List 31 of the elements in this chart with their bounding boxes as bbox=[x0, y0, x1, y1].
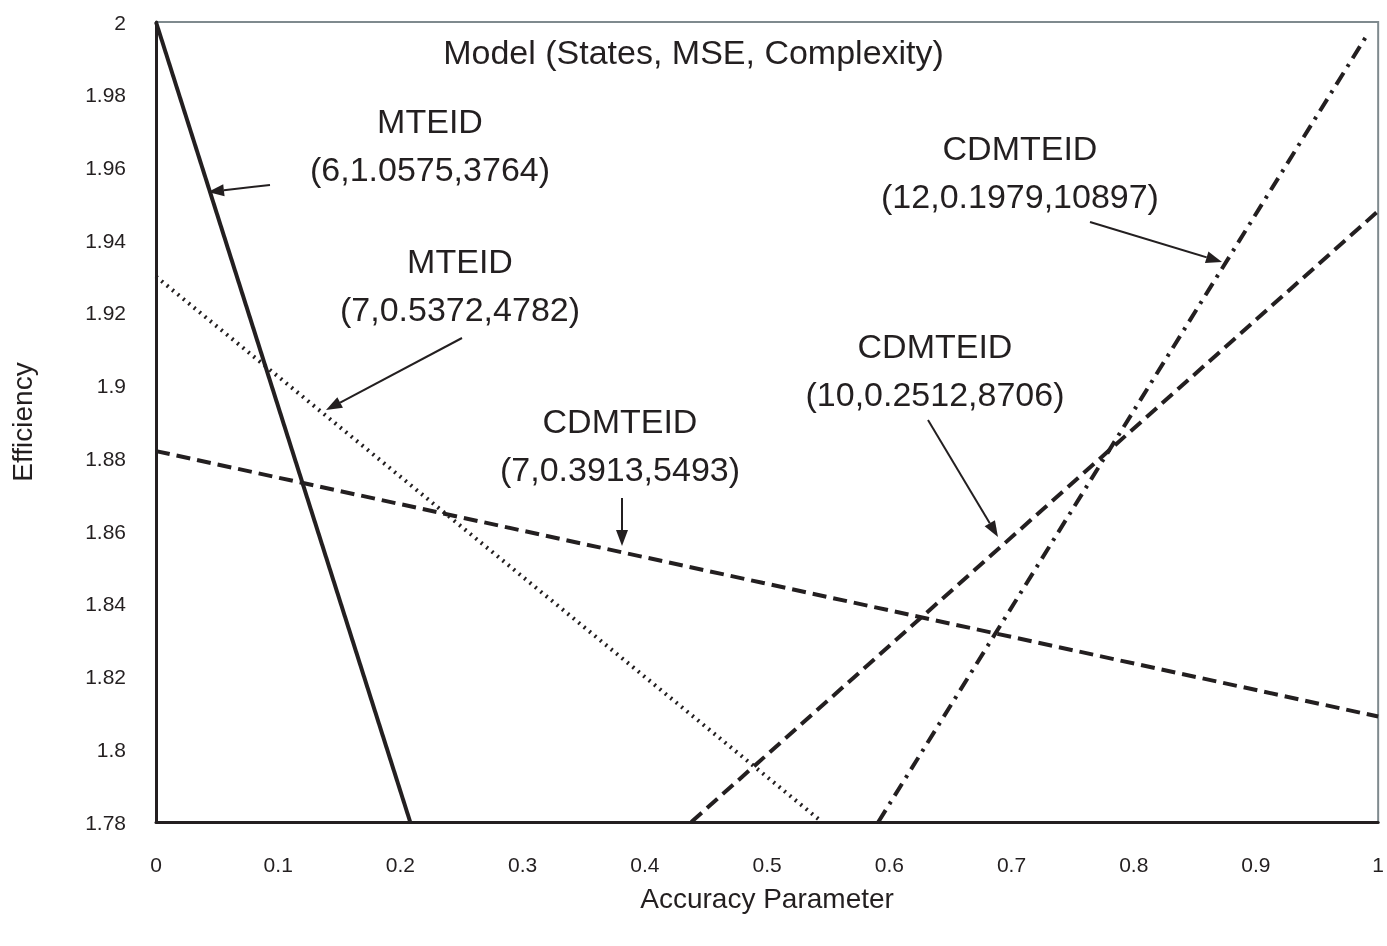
x-tick-label: 0.3 bbox=[508, 853, 538, 876]
x-tick-label: 0 bbox=[150, 853, 162, 876]
x-axis-title: Accuracy Parameter bbox=[640, 882, 894, 914]
x-tick-label: 0.4 bbox=[630, 853, 660, 876]
x-tick-label: 0.5 bbox=[752, 853, 782, 876]
y-tick-label: 1.8 bbox=[96, 737, 126, 761]
annotation: CDMTEID (10,0.2512,8706) bbox=[805, 327, 1065, 413]
x-tick-label: 1 bbox=[1372, 853, 1384, 876]
annotation: CDMTEID (12,0.1979,10897) bbox=[881, 129, 1159, 215]
y-axis-title: Efficiency bbox=[6, 362, 38, 482]
y-tick-label: 1.96 bbox=[85, 155, 126, 179]
x-tick-label: 0.7 bbox=[996, 853, 1027, 876]
y-tick-label: 1.98 bbox=[85, 83, 126, 107]
annotation: CDMTEID (7,0.3913,5493) bbox=[499, 402, 741, 488]
x-tick-label: 0.1 bbox=[263, 853, 293, 876]
y-tick-label: 1.82 bbox=[85, 665, 126, 689]
y-tick-label: 1.78 bbox=[85, 810, 126, 834]
annotation: MTEID (6,1.0575,3764) bbox=[309, 102, 551, 188]
annotation: MTEID (7,0.5372,4782) bbox=[339, 242, 581, 328]
x-tick-label: 0.2 bbox=[385, 853, 416, 876]
x-tick-label: 0.6 bbox=[874, 853, 904, 876]
y-tick-label: 2 bbox=[114, 10, 126, 34]
y-tick-label: 1.94 bbox=[85, 228, 127, 252]
x-tick-label: 0.9 bbox=[1241, 853, 1271, 876]
y-tick-label: 1.86 bbox=[85, 519, 126, 543]
y-tick-label: 1.84 bbox=[85, 592, 127, 616]
x-tick-label: 0.8 bbox=[1119, 853, 1149, 876]
y-tick-label: 1.88 bbox=[85, 446, 126, 470]
y-tick-label: 1.92 bbox=[85, 301, 126, 325]
chart-title: Model (States, MSE, Complexity) bbox=[443, 33, 944, 71]
y-tick-label: 1.9 bbox=[96, 374, 126, 398]
